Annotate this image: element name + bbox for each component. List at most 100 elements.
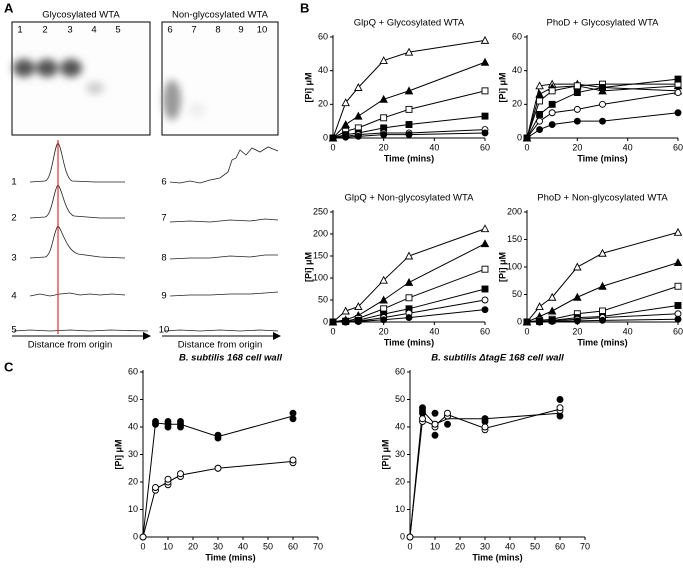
axis-label: Distance from origin	[178, 340, 262, 351]
x-axis-label: Time (mins)	[577, 337, 627, 347]
data-point	[406, 533, 414, 541]
data-point	[481, 265, 489, 273]
x-tick-label: 50	[263, 541, 273, 551]
trace-label: 1	[11, 177, 16, 188]
data-point	[152, 484, 159, 491]
data-point	[573, 292, 582, 301]
x-tick-label: 40	[429, 326, 439, 336]
y-tick-label: 0	[400, 531, 405, 541]
series-line	[142, 415, 294, 538]
data-point	[329, 318, 337, 326]
data-point	[329, 134, 337, 142]
data-point	[673, 258, 683, 267]
chart-title: GlpQ + Glycosylated WTA	[354, 18, 465, 29]
data-point	[404, 277, 414, 286]
trace-label: 5	[11, 325, 16, 336]
data-point	[341, 120, 350, 128]
gel-title: Glycosylated WTA	[42, 10, 120, 21]
data-point	[342, 318, 350, 326]
series-line	[142, 460, 294, 538]
data-point	[598, 248, 607, 257]
y-tick-label: 150	[313, 250, 328, 260]
y-axis-label: [Pi] μM	[497, 252, 507, 282]
x-axis-label: Time (mins)	[384, 153, 434, 163]
data-point	[444, 409, 451, 417]
data-point	[536, 126, 544, 134]
y-axis-label: [Pi] μM	[303, 72, 313, 102]
y-tick-label: 60	[395, 366, 405, 376]
data-point	[405, 294, 413, 302]
data-point	[342, 133, 350, 141]
gel-title: Non-glycosylated WTA	[172, 10, 269, 21]
y-tick-label: 30	[128, 449, 138, 459]
y-tick-label: 60	[512, 31, 522, 41]
series-line	[526, 83, 678, 139]
series-line	[409, 409, 561, 538]
series-line	[332, 39, 486, 139]
y-tick-label: 50	[395, 394, 405, 404]
x-tick-label: 40	[623, 142, 633, 152]
data-point	[573, 105, 581, 113]
y-tick-label: 200	[313, 228, 328, 238]
trace-label: 10	[159, 325, 170, 336]
y-tick-label: 20	[128, 476, 138, 486]
data-point	[481, 415, 489, 423]
x-tick-label: 40	[505, 541, 515, 551]
data-point	[573, 89, 581, 97]
data-point	[404, 86, 414, 95]
data-point	[674, 315, 682, 323]
x-tick-label: 0	[407, 541, 412, 551]
y-tick-label: 10	[395, 504, 405, 514]
x-tick-label: 20	[379, 326, 389, 336]
data-point	[405, 314, 413, 322]
data-point	[481, 112, 489, 120]
x-tick-label: 10	[163, 541, 173, 551]
data-point	[547, 292, 557, 301]
y-tick-label: 0	[323, 316, 328, 326]
data-point	[674, 75, 682, 83]
data-point	[341, 306, 350, 315]
data-point	[556, 404, 564, 412]
x-axis-label: Time (mins)	[205, 552, 255, 562]
data-point	[480, 35, 490, 44]
data-point	[535, 81, 544, 90]
data-point	[536, 117, 544, 125]
y-tick-label: 200	[507, 206, 522, 216]
data-point	[480, 57, 490, 66]
data-point	[523, 134, 531, 142]
data-point	[599, 84, 606, 91]
data-point	[548, 318, 556, 325]
data-point	[404, 47, 414, 56]
x-axis-label: Time (mins)	[384, 337, 434, 347]
y-tick-label: 150	[507, 234, 522, 244]
data-point	[380, 114, 388, 122]
data-point	[481, 423, 489, 431]
data-point	[380, 131, 388, 139]
data-point	[379, 56, 388, 65]
x-tick-label: 40	[623, 326, 633, 336]
y-axis-label: [Pi] μM	[380, 439, 390, 469]
data-point	[354, 132, 362, 140]
data-point	[341, 98, 350, 107]
y-tick-label: 0	[323, 132, 328, 142]
data-point	[573, 262, 582, 271]
x-tick-label: 70	[580, 541, 590, 551]
y-tick-label: 20	[318, 99, 328, 109]
y-tick-label: 20	[512, 99, 522, 109]
x-tick-label: 20	[572, 326, 582, 336]
y-tick-label: 50	[318, 294, 328, 304]
data-point	[481, 296, 489, 304]
data-point	[523, 318, 531, 326]
x-tick-label: 60	[673, 326, 683, 336]
data-point	[405, 121, 413, 128]
chart-title: B. subtilis 168 cell wall	[179, 353, 282, 364]
chart-title: B. subtilis ΔtagE 168 cell wall	[431, 353, 564, 364]
lane-label: 6	[167, 25, 172, 36]
data-point	[214, 431, 222, 439]
data-point	[535, 302, 544, 311]
lane-label: 3	[67, 25, 72, 36]
lane-label: 5	[115, 25, 120, 36]
series-line	[526, 78, 679, 139]
data-point	[214, 464, 222, 472]
x-axis-label: Time (mins)	[472, 552, 522, 562]
